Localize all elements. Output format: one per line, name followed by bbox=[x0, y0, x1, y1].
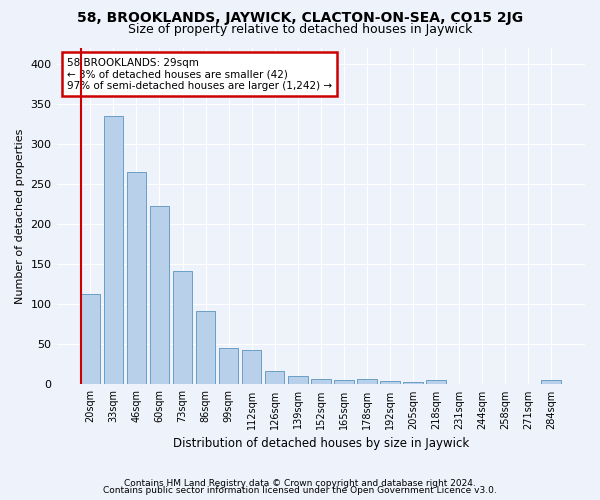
Bar bbox=[242, 350, 262, 384]
Text: 58, BROOKLANDS, JAYWICK, CLACTON-ON-SEA, CO15 2JG: 58, BROOKLANDS, JAYWICK, CLACTON-ON-SEA,… bbox=[77, 11, 523, 25]
Bar bbox=[127, 172, 146, 384]
Text: Contains public sector information licensed under the Open Government Licence v3: Contains public sector information licen… bbox=[103, 486, 497, 495]
Bar bbox=[380, 381, 400, 384]
Bar bbox=[426, 380, 446, 384]
X-axis label: Distribution of detached houses by size in Jaywick: Distribution of detached houses by size … bbox=[173, 437, 469, 450]
Bar bbox=[173, 272, 193, 384]
Text: Size of property relative to detached houses in Jaywick: Size of property relative to detached ho… bbox=[128, 22, 472, 36]
Text: 58 BROOKLANDS: 29sqm
← 3% of detached houses are smaller (42)
97% of semi-detach: 58 BROOKLANDS: 29sqm ← 3% of detached ho… bbox=[67, 58, 332, 91]
Bar bbox=[149, 206, 169, 384]
Bar bbox=[219, 348, 238, 384]
Text: Contains HM Land Registry data © Crown copyright and database right 2024.: Contains HM Land Registry data © Crown c… bbox=[124, 478, 476, 488]
Bar bbox=[311, 379, 331, 384]
Bar bbox=[196, 312, 215, 384]
Bar bbox=[104, 116, 123, 384]
Bar bbox=[403, 382, 423, 384]
Bar bbox=[288, 376, 308, 384]
Bar bbox=[265, 371, 284, 384]
Bar bbox=[541, 380, 561, 384]
Bar bbox=[334, 380, 353, 384]
Y-axis label: Number of detached properties: Number of detached properties bbox=[15, 128, 25, 304]
Bar bbox=[357, 379, 377, 384]
Bar bbox=[80, 294, 100, 384]
